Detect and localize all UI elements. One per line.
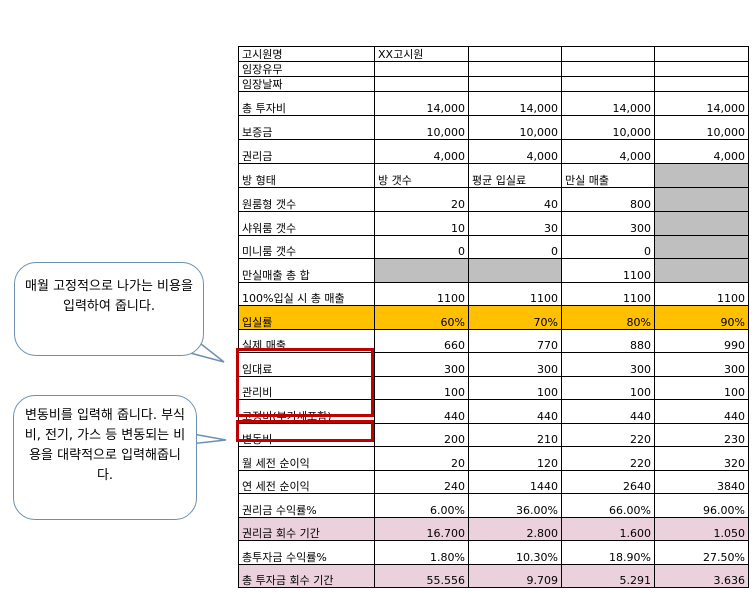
sheet-cell[interactable] xyxy=(654,258,749,283)
fixed-cost-callout: 매월 고정적으로 나가는 비용을 입력하여 줍니다. xyxy=(14,262,204,356)
row-label[interactable]: 입실률 xyxy=(238,305,375,330)
row-label[interactable]: 월 세전 순이익 xyxy=(238,446,375,471)
sheet-row: 권리금 수익률% 6.00% 36.00% 66.00% 96.00% xyxy=(238,493,749,518)
sheet-cell[interactable]: 2640 xyxy=(561,470,655,494)
fixed-cost-highlight-box xyxy=(236,348,374,417)
variable-cost-callout: 변동비를 입력해 줍니다. 부식비, 전기, 가스 등 변동되는 비용을 대략적… xyxy=(13,395,197,520)
sheet-cell[interactable]: 210 xyxy=(468,423,562,447)
sheet-cell[interactable]: 990 xyxy=(654,329,749,353)
sheet-cell[interactable]: 300 xyxy=(561,352,655,377)
row-label[interactable]: 변동비 xyxy=(238,423,375,447)
sheet-cell[interactable]: 300 xyxy=(374,352,469,377)
sheet-cell[interactable]: 220 xyxy=(561,423,655,447)
sheet-cell[interactable]: 10,000 xyxy=(468,115,562,140)
sheet-row: 총 투자비 14,000 14,000 14,000 14,000 xyxy=(238,91,749,116)
fixed-cost-callout-text: 매월 고정적으로 나가는 비용을 입력하여 줍니다. xyxy=(25,279,193,314)
sheet-cell[interactable]: 1100 xyxy=(561,258,655,283)
sheet-cell[interactable]: 96.00% xyxy=(654,493,749,518)
sheet-cell[interactable]: 4,000 xyxy=(654,139,749,164)
sheet-cell[interactable]: 1100 xyxy=(374,282,469,306)
row-label[interactable]: 총 투자비 xyxy=(238,91,375,116)
spreadsheet-table: 고시원명 XX고시원 임장유무 임장날짜 총 투자비 14,000 14,000 14,000… xyxy=(238,46,749,588)
sheet-cell[interactable]: 230 xyxy=(654,423,749,447)
sheet-cell[interactable]: 440 xyxy=(374,399,469,424)
sheet-cell[interactable]: 0 xyxy=(561,235,655,259)
row-label[interactable]: 총 투자금 회수 기간 xyxy=(238,564,375,588)
sheet-cell[interactable]: 1.600 xyxy=(561,517,655,541)
sheet-row: 임장날짜 xyxy=(238,76,749,92)
sheet-cell[interactable]: 70% xyxy=(468,305,562,330)
spreadsheet-body: 고시원명 XX고시원 임장유무 임장날짜 총 투자비 14,000 14,000 14,000… xyxy=(238,46,749,588)
sheet-cell[interactable]: 660 xyxy=(374,329,469,353)
sheet-row: 임대료 300 300 300 300 xyxy=(238,352,749,377)
sheet-cell[interactable]: 18.90% xyxy=(561,540,655,565)
row-label[interactable]: 보증금 xyxy=(238,115,375,140)
sheet-cell[interactable]: 1100 xyxy=(468,282,562,306)
sheet-cell[interactable]: 4,000 xyxy=(561,139,655,164)
sheet-row: 원룸형 갯수 20 40 800 xyxy=(238,187,749,212)
row-label[interactable]: 총투자금 수익률% xyxy=(238,540,375,565)
variable-cost-callout-text: 변동비를 입력해 줍니다. 부식비, 전기, 가스 등 변동되는 비용을 대략적… xyxy=(24,408,186,483)
sheet-cell[interactable] xyxy=(374,258,469,283)
sheet-cell[interactable]: 100 xyxy=(374,376,469,400)
sheet-cell[interactable]: 80% xyxy=(561,305,655,330)
sheet-row: 월 세전 순이익 20 120 220 320 xyxy=(238,446,749,471)
sheet-row: 총 투자금 회수 기간 55.556 9.709 5.291 3.636 xyxy=(238,564,749,588)
sheet-cell[interactable]: 14,000 xyxy=(374,91,469,116)
sheet-cell[interactable]: 2.800 xyxy=(468,517,562,541)
sheet-cell[interactable]: 440 xyxy=(468,399,562,424)
sheet-row: 권리금 4,000 4,000 4,000 4,000 xyxy=(238,139,749,164)
sheet-cell[interactable]: 14,000 xyxy=(654,91,749,116)
sheet-cell[interactable]: 300 xyxy=(468,352,562,377)
sheet-row: 변동비 200 210 220 230 xyxy=(238,423,749,447)
sheet-cell[interactable]: 1100 xyxy=(654,282,749,306)
sheet-cell[interactable]: 1440 xyxy=(468,470,562,494)
variable-cost-highlight-box xyxy=(236,420,374,442)
sheet-cell[interactable]: 5.291 xyxy=(561,564,655,588)
sheet-cell[interactable] xyxy=(654,235,749,259)
row-label[interactable]: 임장날짜 xyxy=(238,76,375,92)
sheet-cell[interactable]: 100 xyxy=(468,376,562,400)
sheet-cell[interactable] xyxy=(654,163,749,188)
sheet-cell[interactable]: 10,000 xyxy=(374,115,469,140)
sheet-cell[interactable]: 800 xyxy=(561,187,655,212)
sheet-cell[interactable]: 1.050 xyxy=(654,517,749,541)
sheet-row: 권리금 회수 기간 16.700 2.800 1.600 1.050 xyxy=(238,517,749,541)
sheet-cell[interactable]: 1100 xyxy=(561,282,655,306)
sheet-cell[interactable] xyxy=(654,211,749,236)
sheet-row: 관리비 100 100 100 100 xyxy=(238,376,749,400)
sheet-row: 임장유무 xyxy=(238,61,749,77)
sheet-row: 미니룸 갯수 0 0 0 xyxy=(238,235,749,259)
sheet-cell[interactable]: 100 xyxy=(561,376,655,400)
sheet-cell[interactable]: 14,000 xyxy=(468,91,562,116)
sheet-cell[interactable]: 10.30% xyxy=(468,540,562,565)
row-label[interactable]: 고정비(부가세포함) xyxy=(238,399,375,424)
sheet-row: 고정비(부가세포함) 440 440 440 440 xyxy=(238,399,749,424)
sheet-cell[interactable]: 4,000 xyxy=(374,139,469,164)
sheet-cell[interactable]: 4,000 xyxy=(468,139,562,164)
sheet-cell[interactable]: 16.700 xyxy=(374,517,469,541)
sheet-cell[interactable]: 만실 매출 xyxy=(561,163,655,188)
sheet-cell[interactable]: 9.709 xyxy=(468,564,562,588)
sheet-row: 100%입실 시 총 매출 1100 1100 1100 1100 xyxy=(238,282,749,306)
sheet-row: 보증금 10,000 10,000 10,000 10,000 xyxy=(238,115,749,140)
sheet-cell[interactable]: 27.50% xyxy=(654,540,749,565)
sheet-cell[interactable] xyxy=(468,258,562,283)
sheet-cell[interactable] xyxy=(654,187,749,212)
sheet-cell[interactable]: 320 xyxy=(654,446,749,471)
row-label[interactable]: 미니룸 갯수 xyxy=(238,235,375,259)
sheet-row: 만실매출 총 합 1100 xyxy=(238,258,749,283)
row-label[interactable]: 만실매출 총 합 xyxy=(238,258,375,283)
sheet-cell[interactable]: 55.556 xyxy=(374,564,469,588)
sheet-cell[interactable]: 300 xyxy=(654,352,749,377)
sheet-cell[interactable]: 60% xyxy=(374,305,469,330)
sheet-cell[interactable]: 200 xyxy=(374,423,469,447)
sheet-cell[interactable]: 3.636 xyxy=(654,564,749,588)
